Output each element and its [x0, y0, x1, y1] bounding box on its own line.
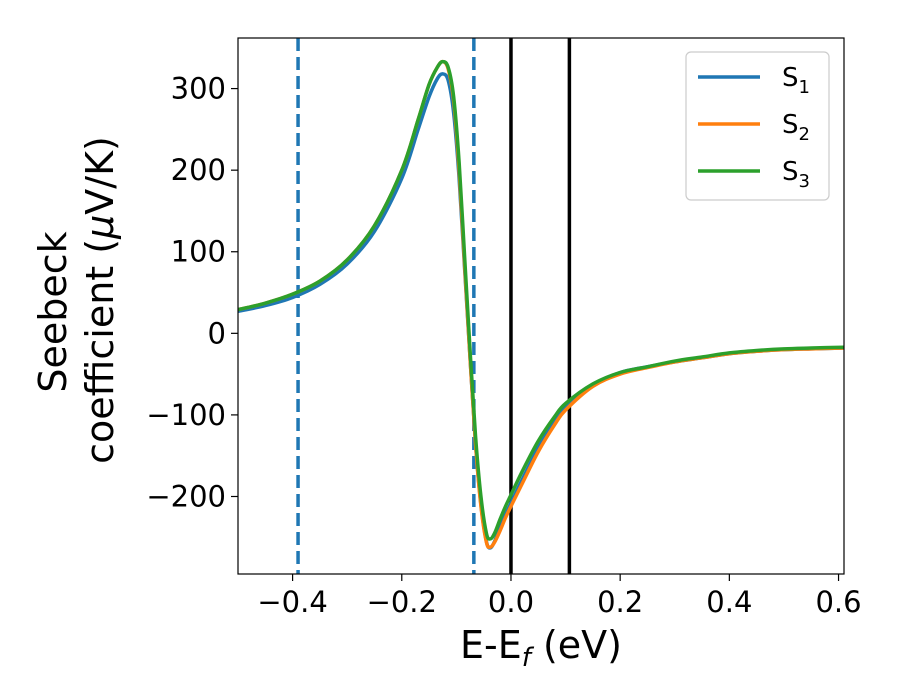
y-tick-label: −200 — [146, 479, 226, 513]
x-tick-label: 0.0 — [488, 585, 534, 619]
y-tick-label: 200 — [171, 153, 226, 187]
x-axis: −0.4 −0.2 0.0 0.2 0.4 0.6 — [257, 574, 862, 619]
legend: S1 S2 S3 — [685, 51, 830, 201]
x-tick-label: 0.6 — [815, 585, 861, 619]
legend-label-s1: S1 — [782, 63, 810, 98]
x-axis-label: E-Ef (eV) — [460, 623, 622, 673]
x-tick-label: −0.4 — [257, 585, 327, 619]
legend-label-s2: S2 — [782, 110, 810, 145]
plot-frame — [237, 37, 845, 575]
y-axis-label: Seebeck coefficient (μV/K) — [31, 136, 122, 464]
x-tick-label: 0.4 — [706, 585, 752, 619]
y-axis: −200 −100 0 100 200 300 — [146, 72, 238, 513]
y-axis-label-line2: coefficient (μV/K) — [78, 136, 122, 464]
y-tick-label: −100 — [146, 398, 226, 432]
reference-lines — [296, 38, 572, 574]
series-group — [238, 59, 844, 550]
y-axis-label-line1: Seebeck — [31, 231, 75, 392]
y-tick-label: 300 — [171, 72, 226, 106]
legend-box — [685, 51, 830, 201]
legend-label-s3: S3 — [782, 157, 810, 192]
y-tick-label: 0 — [208, 316, 226, 350]
y-tick-label: 100 — [171, 235, 226, 269]
x-tick-label: −0.2 — [367, 585, 437, 619]
series-line-s3 — [238, 59, 844, 541]
x-tick-label: 0.2 — [597, 585, 643, 619]
